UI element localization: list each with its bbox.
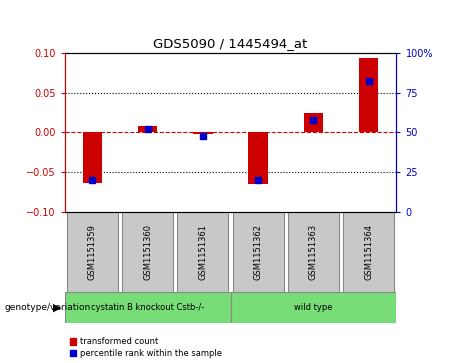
Bar [233,212,284,292]
Legend: transformed count, percentile rank within the sample: transformed count, percentile rank withi… [69,337,222,359]
Bar [359,58,378,132]
Bar [304,113,323,132]
Bar [230,292,396,323]
Title: GDS5090 / 1445494_at: GDS5090 / 1445494_at [154,37,307,50]
Text: GSM1151359: GSM1151359 [88,224,97,280]
Bar [343,212,394,292]
Text: genotype/variation: genotype/variation [5,303,91,312]
Bar [193,132,213,134]
Text: GSM1151362: GSM1151362 [254,224,263,280]
Text: wild type: wild type [294,303,333,312]
Text: GSM1151364: GSM1151364 [364,224,373,280]
Bar [83,132,102,183]
Bar [177,212,228,292]
Bar [138,126,157,132]
Text: GSM1151361: GSM1151361 [198,224,207,280]
Bar [65,292,230,323]
Text: GSM1151363: GSM1151363 [309,224,318,280]
Text: GSM1151360: GSM1151360 [143,224,152,280]
Text: cystatin B knockout Cstb-/-: cystatin B knockout Cstb-/- [91,303,204,312]
Bar [248,132,268,184]
Bar [67,212,118,292]
Text: ▶: ▶ [53,303,61,313]
Bar [122,212,173,292]
Bar [288,212,339,292]
